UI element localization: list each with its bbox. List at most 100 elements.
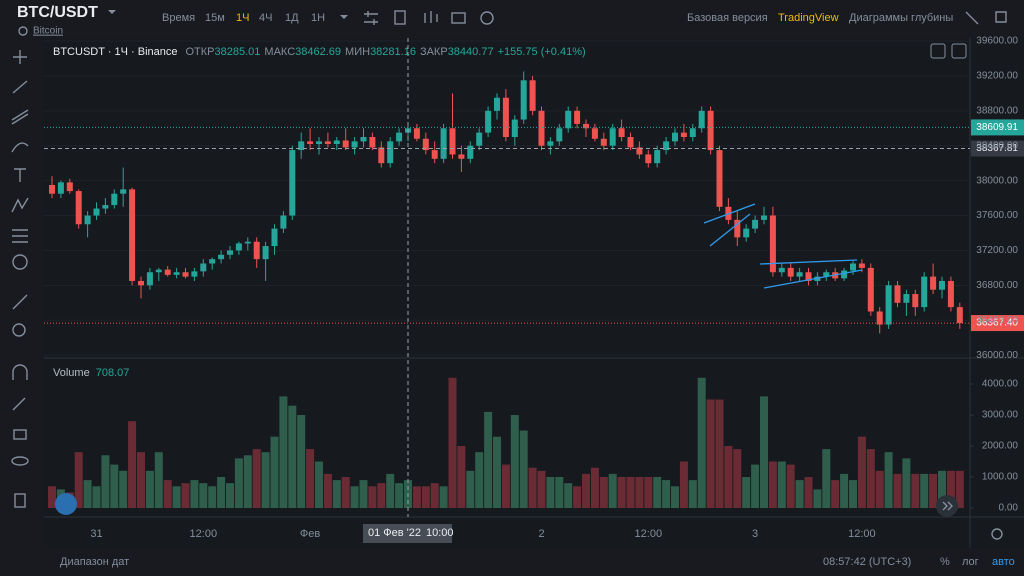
- candles-icon[interactable]: [424, 11, 438, 23]
- candle-body: [609, 128, 616, 146]
- volume-bar: [270, 436, 279, 508]
- fib-tool[interactable]: [12, 229, 28, 243]
- candle-body: [66, 182, 73, 192]
- zoom-tool[interactable]: [12, 323, 26, 337]
- volume-bar: [768, 461, 777, 508]
- candle-body: [298, 141, 305, 151]
- pattern-tool[interactable]: [11, 197, 29, 213]
- volume-bar: [582, 473, 590, 508]
- candle-body: [645, 154, 652, 164]
- emoji-tool[interactable]: [12, 254, 28, 270]
- candle-body: [173, 272, 180, 275]
- line-tool[interactable]: [12, 80, 28, 94]
- volume-bar: [137, 452, 145, 508]
- candle-body: [680, 132, 687, 137]
- settings-icon[interactable]: [364, 11, 378, 25]
- coin-name[interactable]: Bitcoin: [33, 26, 63, 37]
- volume-bar: [893, 473, 902, 508]
- visibility-tool[interactable]: [11, 456, 29, 466]
- price-tick-label: 38400.00: [976, 140, 1018, 151]
- date-range[interactable]: Диапазон дат: [60, 556, 129, 568]
- candle-body: [467, 145, 474, 159]
- volume-bar: [715, 399, 724, 508]
- volume-bar: [172, 486, 181, 508]
- candle-body: [155, 269, 162, 273]
- delete-tool[interactable]: [14, 493, 26, 508]
- volume-bar: [733, 449, 742, 508]
- candle-body: [75, 191, 82, 225]
- interval-active[interactable]: 1Ч: [236, 12, 249, 24]
- time-tick-label: 3: [752, 528, 758, 540]
- lock-drawings-tool[interactable]: [12, 397, 26, 411]
- volume-bar: [83, 480, 92, 508]
- candle-body: [307, 141, 314, 144]
- candle-body: [271, 228, 278, 247]
- volume-tick-label: 1000.00: [982, 472, 1019, 483]
- crosshair-price-tag: [971, 140, 1024, 157]
- volume-bar: [48, 486, 56, 508]
- candle-body: [672, 132, 678, 142]
- price-tick-label: 36800.00: [976, 280, 1018, 291]
- interval[interactable]: 1Д: [285, 12, 299, 24]
- measure-tool[interactable]: [12, 294, 28, 310]
- channel-tool[interactable]: [11, 109, 29, 125]
- volume-tick-label: 3000.00: [982, 410, 1019, 421]
- brush-tool[interactable]: [11, 142, 29, 153]
- symbol[interactable]: BTC/USDT: [17, 4, 98, 21]
- candle-body: [440, 128, 447, 159]
- candle-body: [413, 128, 420, 139]
- trend-line[interactable]: [703, 203, 756, 224]
- volume-bar: [724, 445, 733, 508]
- reset-button[interactable]: [951, 43, 967, 59]
- text-tool[interactable]: [14, 168, 26, 182]
- candle-body: [120, 189, 127, 194]
- snapshot-icon[interactable]: [451, 12, 466, 24]
- view-tab[interactable]: Диаграммы глубины: [849, 12, 953, 24]
- auto-toggle[interactable]: авто: [992, 556, 1015, 568]
- candle-body: [734, 219, 741, 238]
- view-tab[interactable]: Базовая версия: [687, 12, 768, 24]
- trend-line[interactable]: [759, 259, 858, 265]
- candle-body: [689, 128, 696, 137]
- add-indicator-icon[interactable]: [480, 11, 494, 25]
- magnet-tool[interactable]: [12, 364, 28, 380]
- crosshair-tool[interactable]: [13, 50, 27, 64]
- candle-body: [378, 147, 385, 164]
- percent-toggle[interactable]: %: [940, 556, 950, 568]
- scroll-button[interactable]: [930, 43, 946, 59]
- view-tab-active[interactable]: TradingView: [778, 12, 839, 24]
- volume-bar: [350, 486, 359, 508]
- trend-line[interactable]: [763, 269, 863, 289]
- legend-value: 38281.16: [370, 46, 416, 58]
- candle-body: [244, 241, 251, 244]
- lock-tool[interactable]: [13, 429, 27, 440]
- volume-bar: [154, 452, 163, 508]
- footer-bar: [0, 548, 1024, 576]
- volume-bar: [653, 476, 662, 508]
- volume-bar: [359, 480, 368, 508]
- cloud-button[interactable]: [55, 493, 77, 515]
- window-icons[interactable]: [965, 11, 1007, 25]
- candle-body: [49, 184, 55, 194]
- candle-body: [627, 137, 634, 148]
- interval[interactable]: 4Ч: [259, 12, 272, 24]
- trend-line[interactable]: [709, 213, 751, 247]
- more-intervals[interactable]: [340, 15, 348, 19]
- layout-icon[interactable]: [394, 10, 406, 25]
- candle-body: [529, 80, 536, 111]
- clock: 08:57:42 (UTC+3): [823, 556, 911, 568]
- interval[interactable]: 1Н: [311, 12, 325, 24]
- symbol-dropdown[interactable]: [108, 10, 116, 14]
- volume-bar: [955, 470, 964, 508]
- interval[interactable]: 15м: [205, 12, 225, 24]
- candle-body: [930, 276, 937, 290]
- settings-gear[interactable]: [991, 528, 1003, 540]
- log-toggle[interactable]: лог: [962, 556, 979, 568]
- candle-body: [769, 215, 776, 273]
- volume-bar: [564, 483, 573, 508]
- volume-bar: [163, 480, 172, 508]
- volume-bar: [813, 489, 822, 508]
- candle-body: [458, 154, 465, 159]
